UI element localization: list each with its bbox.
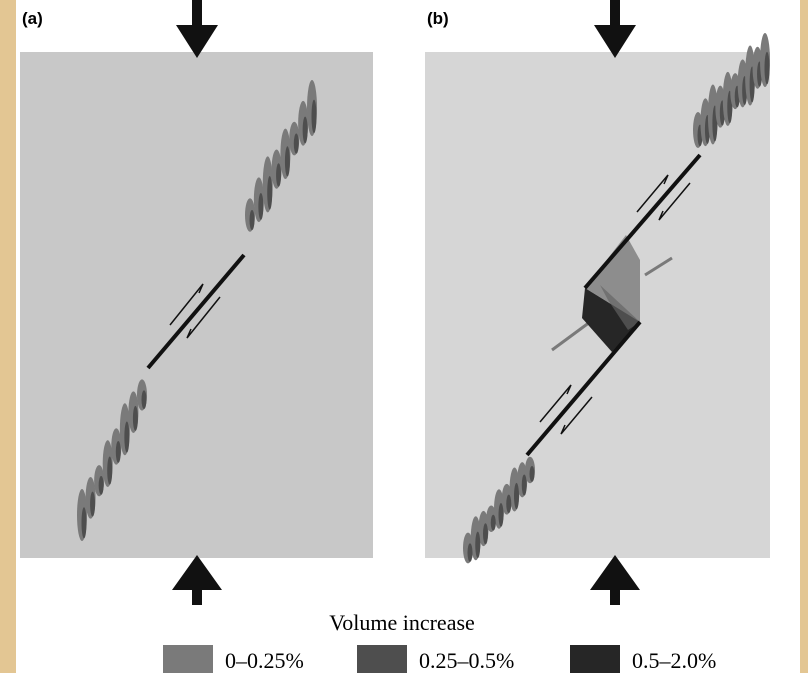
damage-zone bbox=[463, 33, 770, 564]
legend-swatch bbox=[163, 645, 213, 673]
damage-streak bbox=[551, 320, 591, 352]
slip-arrow bbox=[539, 384, 572, 423]
legend-swatch bbox=[570, 645, 620, 673]
compression-arrows bbox=[172, 0, 640, 605]
damage-lobe bbox=[490, 514, 496, 531]
damage-zone bbox=[77, 80, 317, 541]
damage-lobe bbox=[514, 482, 519, 510]
slip-arrow bbox=[658, 182, 691, 221]
damage-lobe bbox=[267, 176, 273, 210]
slip-arrow bbox=[560, 396, 593, 435]
legend-label: 0.25–0.5% bbox=[419, 648, 514, 673]
arrow-down bbox=[594, 0, 636, 58]
panel-label: (a) bbox=[22, 9, 43, 28]
legend: 0–0.25% 0.25–0.5% 0.5–2.0% bbox=[163, 645, 716, 673]
damage-lobe bbox=[467, 543, 473, 562]
slip-arrow bbox=[186, 296, 221, 339]
damage-lobe bbox=[132, 405, 138, 431]
damage-lobe bbox=[258, 192, 264, 220]
damage-lobe bbox=[276, 163, 282, 187]
slip-arrow bbox=[636, 174, 669, 213]
legend-label: 0–0.25% bbox=[225, 648, 304, 673]
damage-streak bbox=[644, 256, 673, 277]
panel-a-field bbox=[20, 52, 373, 558]
legend-label: 0.5–2.0% bbox=[632, 648, 716, 673]
arrow-down bbox=[176, 0, 218, 58]
arrow-up bbox=[172, 555, 222, 605]
slip-arrow bbox=[169, 283, 204, 326]
damage-lobe bbox=[764, 51, 770, 85]
damage-lobe bbox=[107, 456, 113, 485]
fault bbox=[525, 320, 642, 457]
legend-swatch bbox=[357, 645, 407, 673]
damage-lobe bbox=[506, 494, 512, 514]
damage-lobe bbox=[141, 390, 147, 410]
damage-lobe bbox=[293, 133, 299, 154]
damage-lobe bbox=[483, 523, 488, 545]
damage-lobe bbox=[115, 440, 121, 463]
damage-lobe bbox=[311, 99, 317, 134]
damage-lobe bbox=[98, 476, 104, 495]
damage-lobe bbox=[521, 474, 527, 496]
legend-title: Volume increase bbox=[329, 610, 475, 635]
damage-lobe bbox=[284, 146, 290, 177]
damage-lobe bbox=[475, 531, 481, 559]
damage-lobe bbox=[124, 421, 130, 453]
damage-lobe bbox=[249, 209, 255, 231]
damage-lobe bbox=[498, 503, 504, 527]
panel-label: (b) bbox=[427, 9, 449, 28]
damage-lobe bbox=[81, 507, 87, 539]
fault bbox=[583, 153, 702, 290]
arrow-up bbox=[590, 555, 640, 605]
damage-lobe bbox=[302, 116, 308, 144]
damage-lobe bbox=[90, 491, 96, 517]
damage-lobe bbox=[529, 466, 535, 482]
pull-apart bbox=[585, 235, 640, 322]
fault bbox=[146, 253, 246, 370]
